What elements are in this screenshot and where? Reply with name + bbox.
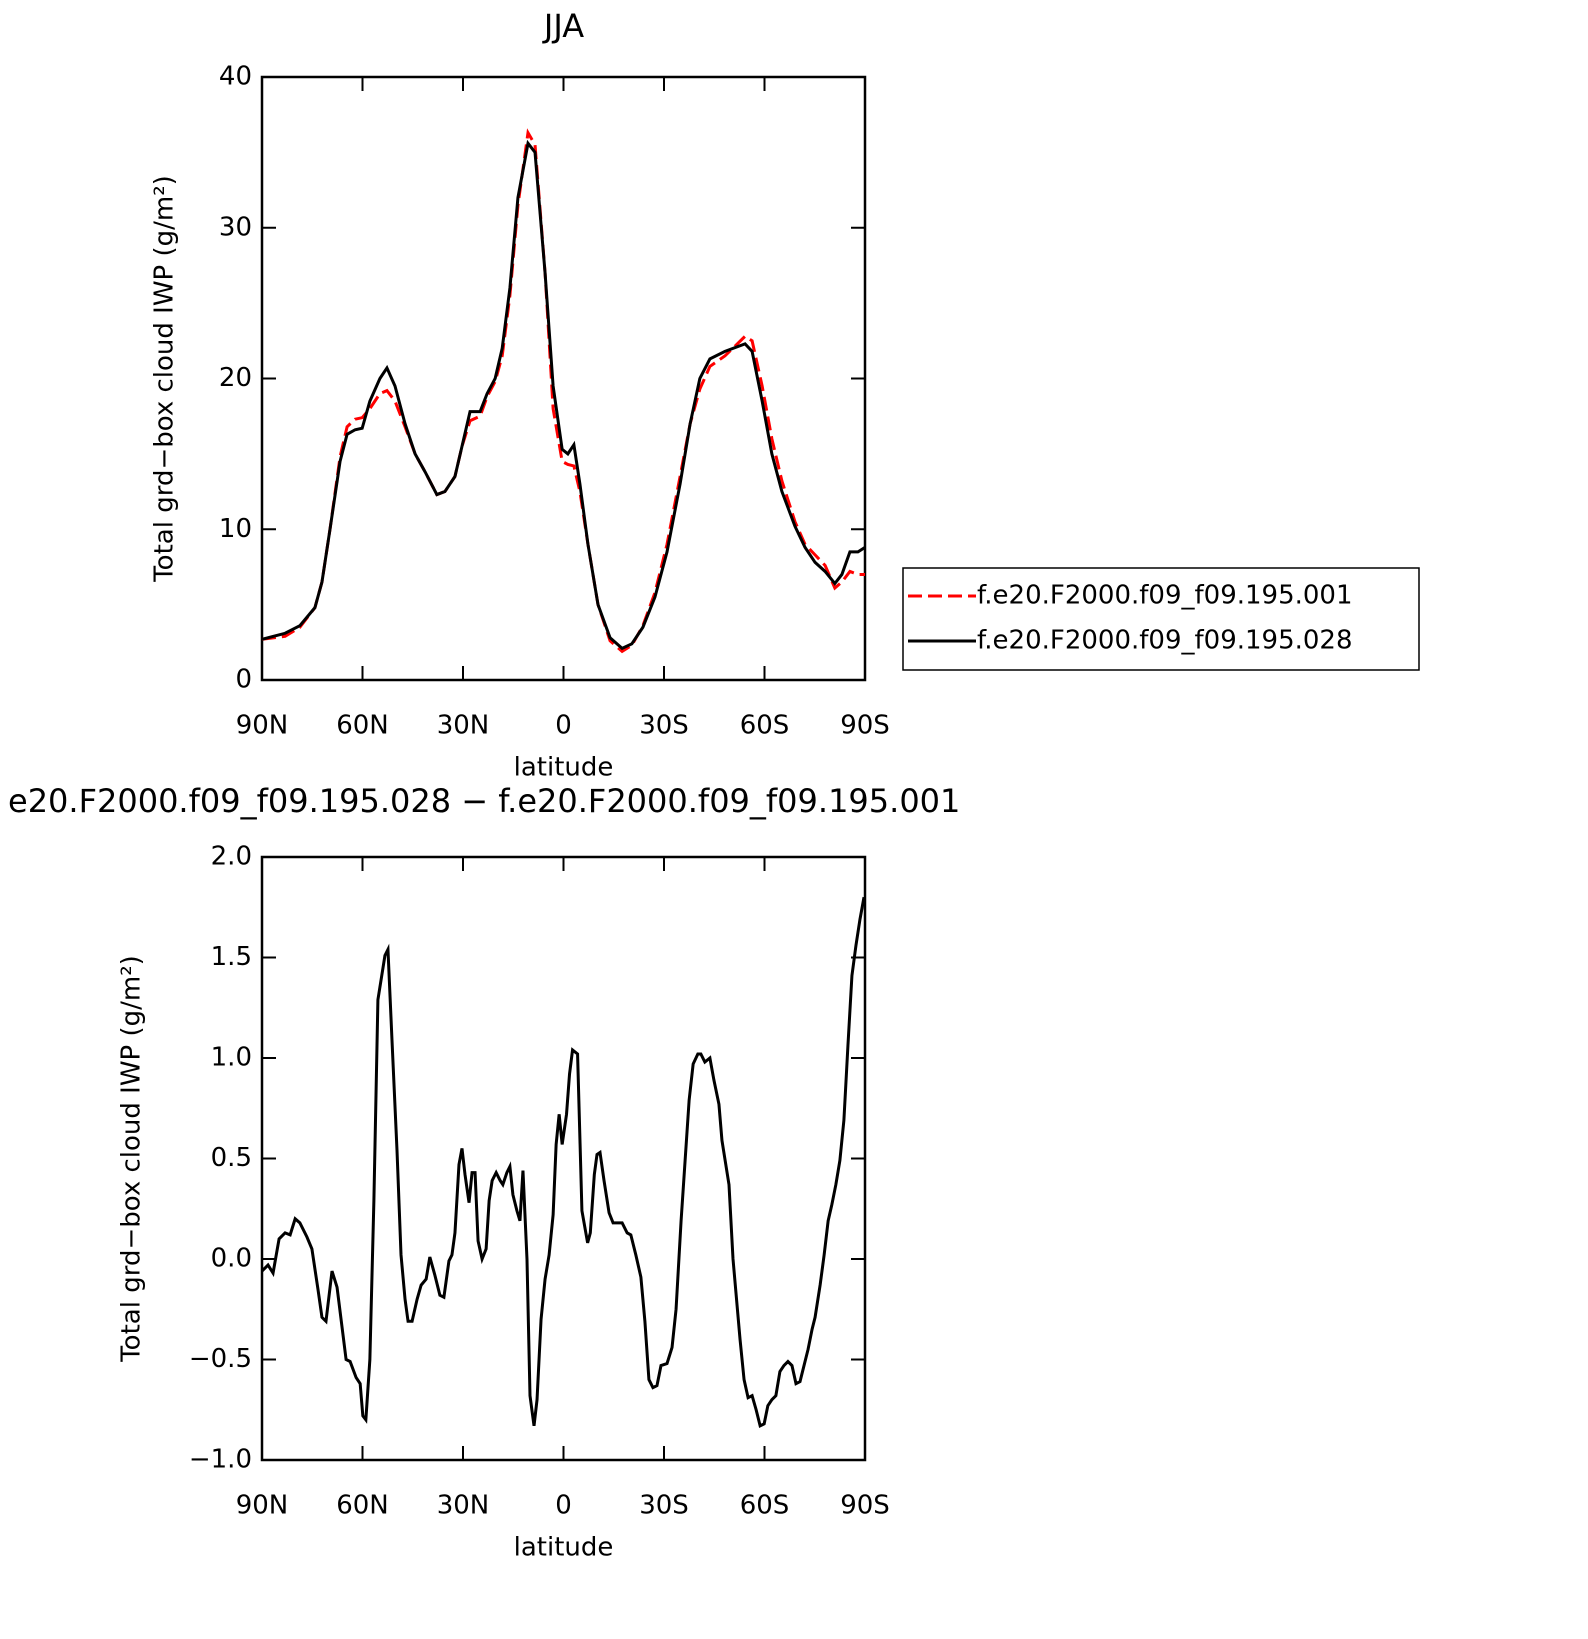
x-axis-label: latitude — [514, 753, 614, 783]
x-tick-label: 30N — [437, 1491, 490, 1521]
y-tick-label: 0.5 — [211, 1143, 252, 1173]
y-tick-label: 0.0 — [211, 1244, 252, 1274]
y-tick-label: 30 — [219, 212, 252, 242]
y-tick-label: 20 — [219, 363, 252, 393]
data-line — [261, 139, 866, 651]
plot-frame — [260, 855, 867, 1462]
x-tick-label: 90S — [840, 711, 890, 741]
chart-title: e20.F2000.f09_f09.195.028 − f.e20.F2000.… — [8, 782, 960, 820]
y-tick-label: 0 — [235, 665, 252, 695]
y-axis-label: Total grd−box cloud IWP (g/m²) — [117, 955, 147, 1363]
y-tick-label: 40 — [219, 62, 252, 92]
legend-label: f.e20.F2000.f09_f09.195.028 — [977, 626, 1353, 656]
x-tick-label: 30S — [639, 711, 689, 741]
x-axis-label: latitude — [514, 1533, 614, 1563]
x-tick-label: 90S — [840, 1491, 890, 1521]
x-tick-label: 60S — [740, 1491, 790, 1521]
x-tick-label: 90N — [236, 1491, 289, 1521]
data-line — [261, 128, 865, 654]
y-tick-label: 1.5 — [211, 942, 252, 972]
x-tick-label: 0 — [555, 1491, 572, 1521]
chart-title: JJA — [542, 7, 584, 45]
y-tick-label: 2.0 — [211, 842, 252, 872]
y-tick-label: 1.0 — [211, 1043, 252, 1073]
x-tick-label: 30S — [639, 1491, 689, 1521]
y-tick-label: −0.5 — [189, 1344, 252, 1374]
legend-box — [902, 567, 1420, 671]
legend-label: f.e20.F2000.f09_f09.195.001 — [977, 581, 1353, 611]
x-tick-label: 60N — [336, 711, 389, 741]
x-tick-label: 30N — [437, 711, 490, 741]
x-tick-label: 0 — [555, 711, 572, 741]
y-axis-label: Total grd−box cloud IWP (g/m²) — [150, 175, 180, 583]
x-tick-label: 90N — [236, 711, 289, 741]
x-tick-label: 60N — [336, 1491, 389, 1521]
data-line — [260, 896, 866, 1429]
plot-frame — [260, 75, 867, 682]
y-tick-label: −1.0 — [189, 1445, 252, 1475]
y-tick-label: 10 — [219, 514, 252, 544]
x-tick-label: 60S — [740, 711, 790, 741]
